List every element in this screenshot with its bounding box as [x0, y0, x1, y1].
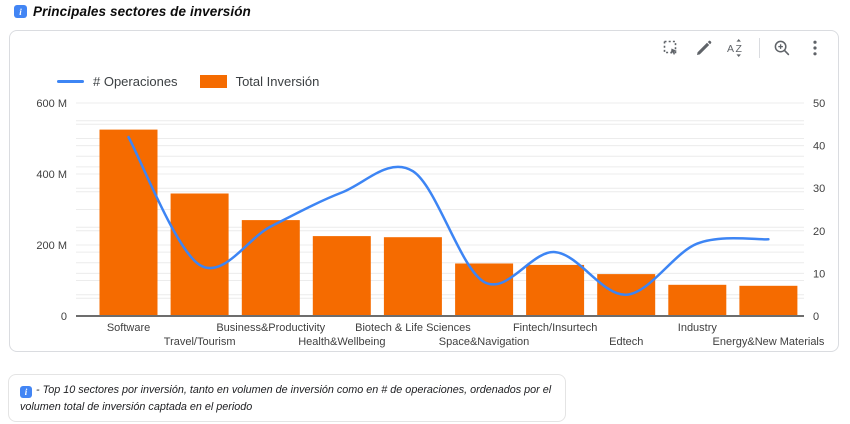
bar-series-swatch: [199, 75, 227, 88]
info-icon[interactable]: i: [14, 5, 27, 18]
sort-letter-z: Z: [736, 43, 743, 55]
combo-chart: 0 200 M 400 M 600 M 0 10 20 30 40 50 Software Trave…: [36, 98, 825, 348]
bar-Fintech/Insurtech[interactable]: [526, 264, 585, 316]
category-label: Space&Navigation: [439, 336, 530, 348]
info-icon[interactable]: i: [20, 386, 32, 398]
bar-Software[interactable]: [99, 129, 158, 316]
bar-Business&Productivity[interactable]: [241, 220, 300, 316]
legend-item-operaciones[interactable]: # Operaciones: [57, 74, 178, 89]
page-title: Principales sectores de inversión: [33, 4, 251, 19]
right-axis-tick: 50: [813, 98, 825, 110]
left-axis-tick: 200 M: [36, 240, 67, 252]
bar-Travel/Tourism[interactable]: [170, 193, 229, 317]
bar-Health&Wellbeing[interactable]: [312, 236, 371, 316]
more-options-icon[interactable]: [804, 37, 826, 59]
category-label: Business&Productivity: [216, 322, 325, 334]
category-label: Health&Wellbeing: [298, 336, 385, 348]
legend-item-inversion[interactable]: Total Inversión: [199, 74, 320, 89]
legend-label: Total Inversión: [235, 74, 320, 89]
report-header: i Principales sectores de inversión: [14, 4, 251, 19]
sort-az-icon[interactable]: A Z: [726, 37, 748, 59]
line-series-swatch: [57, 80, 84, 83]
chart-toolbar: A Z: [660, 37, 826, 59]
right-axis-tick: 0: [813, 311, 819, 323]
right-axis-tick: 40: [813, 141, 825, 153]
bar-Industry[interactable]: [668, 284, 727, 316]
chart-card: A Z: [9, 30, 839, 352]
category-label: Edtech: [609, 336, 643, 348]
right-axis-tick: 20: [813, 226, 825, 238]
operations-line[interactable]: [127, 135, 770, 296]
toolbar-divider: [759, 38, 760, 58]
zoom-icon[interactable]: [771, 37, 793, 59]
category-label: Software: [107, 322, 150, 334]
left-axis-tick: 400 M: [36, 169, 67, 181]
edit-pencil-icon[interactable]: [693, 37, 715, 59]
footnote-text: - Top 10 sectores por inversión, tanto e…: [20, 384, 552, 413]
category-label: Biotech & Life Sciences: [355, 322, 471, 334]
chart-footnote: i- Top 10 sectores por inversión, tanto …: [8, 374, 566, 422]
marquee-select-icon[interactable]: [660, 37, 682, 59]
left-axis-tick: 600 M: [36, 98, 67, 110]
right-axis-tick: 10: [813, 268, 825, 280]
category-label: Travel/Tourism: [164, 336, 236, 348]
legend-label: # Operaciones: [93, 74, 178, 89]
category-label: Industry: [678, 322, 718, 334]
bar-Energy&New Materials[interactable]: [739, 285, 798, 316]
left-axis-tick: 0: [61, 311, 67, 323]
category-label: Fintech/Insurtech: [513, 322, 597, 334]
sort-letter-a: A: [727, 43, 734, 55]
bar-Space&Navigation[interactable]: [455, 263, 514, 317]
category-label: Energy&New Materials: [713, 336, 825, 348]
bar-Biotech & Life Sciences[interactable]: [383, 237, 442, 316]
chart-legend: # Operaciones Total Inversión: [57, 74, 319, 89]
right-axis-tick: 30: [813, 183, 825, 195]
